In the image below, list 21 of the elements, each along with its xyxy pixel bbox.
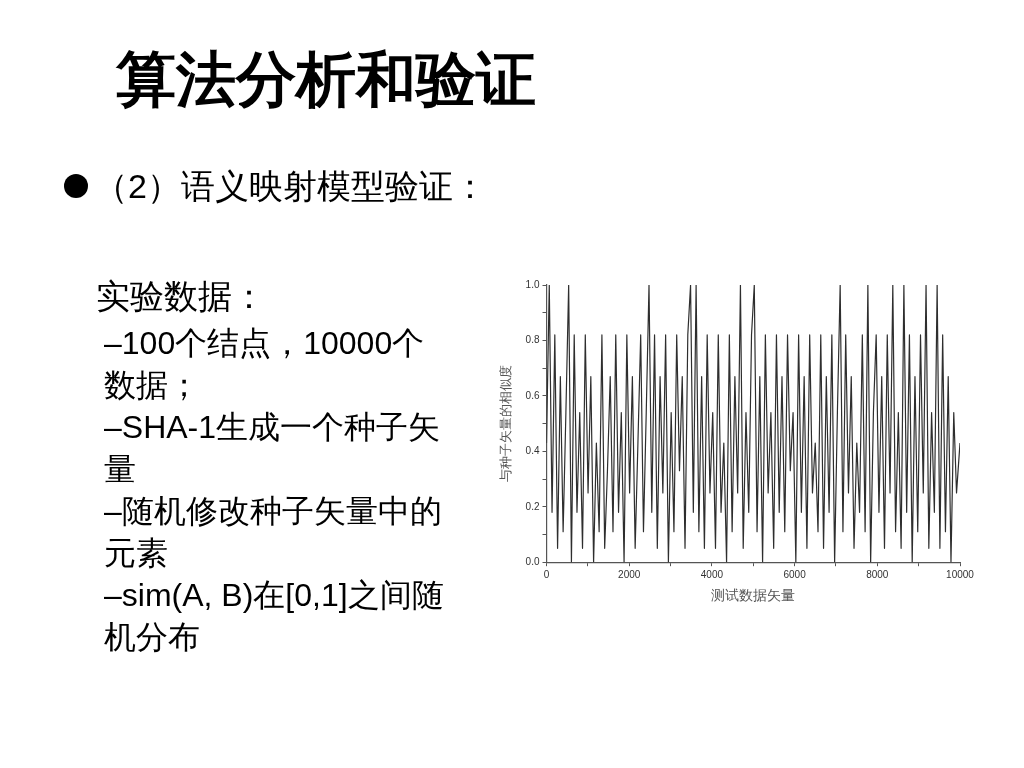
text: –随机修改种子矢量中的元素 — [104, 492, 443, 573]
chart-title: 算法分析和验证 — [116, 46, 536, 115]
y-tick-label: 0.6 — [525, 389, 540, 401]
y-tick-label: 0.4 — [525, 445, 540, 457]
text: 实验数据： — [96, 277, 267, 317]
text: –100个结点，10000个数据； — [104, 324, 426, 405]
text: –SHA-1生成一个种子矢量 — [104, 408, 442, 489]
x-tick-label: 8000 — [866, 568, 889, 580]
y-tick-label: 0.2 — [525, 500, 540, 512]
y-tick-label: 0.0 — [525, 555, 540, 567]
chart-subtitle: （2）语义映射模型验证： — [94, 166, 487, 207]
x-tick-label: 6000 — [783, 568, 807, 580]
x-tick-label: 2000 — [618, 568, 641, 580]
y-tick-label: 0.8 — [525, 334, 540, 346]
text: –sim(A, B)在[0,1]之间随机分布 — [104, 576, 445, 657]
x-tick-label: 4000 — [700, 568, 724, 580]
x-axis-title: 测试数据矢量 — [711, 587, 796, 604]
y-axis-title: 与种子矢量的相似度 — [498, 365, 514, 483]
x-tick-label: 10000 — [946, 568, 975, 580]
x-tick-label: 0 — [543, 568, 550, 580]
y-tick-label: 1.0 — [525, 278, 540, 290]
